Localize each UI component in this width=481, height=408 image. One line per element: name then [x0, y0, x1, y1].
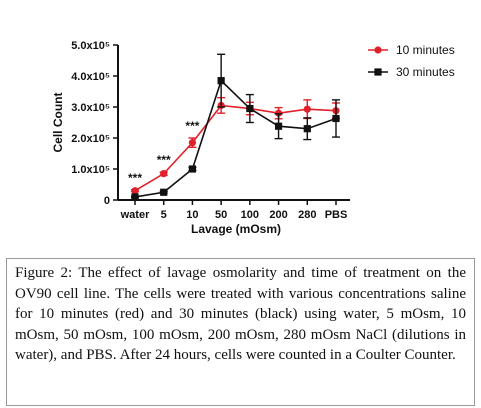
legend-item: 10 minutes [368, 43, 455, 57]
chart-figure: 0 1.0x10⁵ 2.0x10⁵ 3.0x10⁵ 4.0x10⁵ 5.0x10⁵ wate… [51, 40, 455, 236]
legend-marker [374, 68, 382, 76]
x-tick-label: 5 [161, 209, 167, 221]
x-tick-label: 10 [186, 209, 198, 221]
significance-label: *** [157, 153, 171, 167]
data-point [188, 165, 197, 173]
legend-label: 30 minutes [396, 65, 455, 79]
x-axis-title: Lavage (mOsm) [191, 222, 281, 236]
caption-text: The effect of lavage osmolarity and time… [15, 265, 466, 363]
x-tick-label: 50 [215, 209, 227, 221]
x-tick-label: PBS [325, 209, 348, 221]
legend-label: 10 minutes [396, 43, 455, 57]
y-tick-label: 2.0x10⁵ [71, 133, 110, 145]
x-tick-label: 200 [269, 209, 287, 221]
data-point [131, 187, 139, 195]
line-chart: 0 1.0x10⁵ 2.0x10⁵ 3.0x10⁵ 4.0x10⁵ 5.0x10⁵ wate… [51, 40, 455, 236]
series-red [131, 96, 340, 195]
x-tick-label: 280 [298, 209, 316, 221]
data-point [160, 188, 168, 196]
figure-caption: Figure 2: The effect of lavage osmolarit… [6, 258, 475, 406]
series-line [134, 79, 337, 198]
data-point [274, 122, 283, 130]
data-point [188, 139, 197, 147]
data-point [160, 170, 168, 178]
significance-label: *** [185, 119, 199, 133]
data-point [131, 193, 139, 201]
legend-item: 30 minutes [368, 65, 455, 79]
x-tick-label: water [120, 209, 150, 221]
data-point [217, 77, 225, 85]
y-tick-label: 5.0x10⁵ [71, 40, 110, 52]
y-tick-label: 4.0x10⁵ [71, 71, 110, 83]
data-point [332, 114, 340, 123]
data-point [303, 105, 311, 113]
significance-label: *** [128, 171, 142, 185]
legend-marker [374, 46, 382, 54]
x-tick-label: 100 [241, 209, 259, 221]
data-point [246, 104, 254, 113]
y-tick-label: 1.0x10⁵ [71, 164, 110, 176]
series-black [131, 53, 340, 201]
y-tick-label: 3.0x10⁵ [71, 102, 110, 114]
y-tick-label: 0 [104, 195, 110, 207]
series-line [134, 104, 337, 192]
y-axis-title: Cell Count [51, 93, 65, 153]
caption-label: Figure 2: [15, 265, 73, 281]
data-point [303, 125, 311, 133]
